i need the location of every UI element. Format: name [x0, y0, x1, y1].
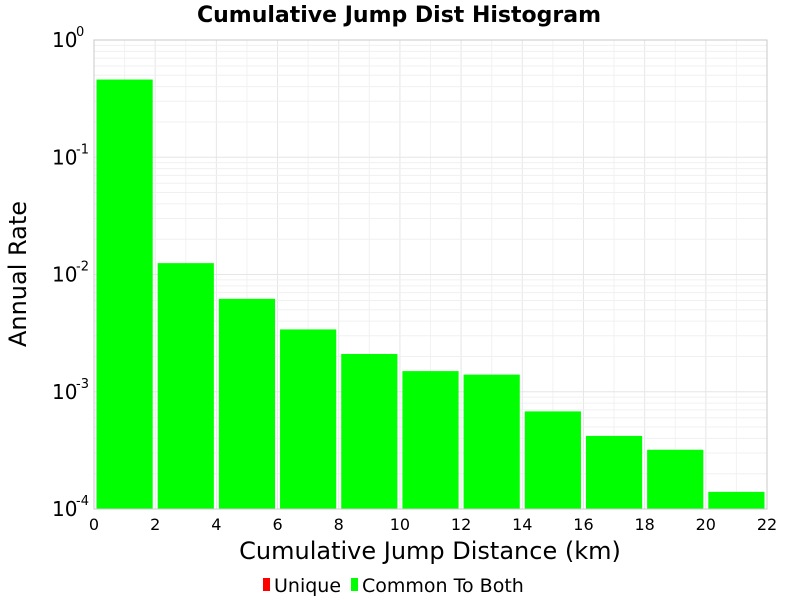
bar-0-2 [96, 79, 153, 510]
legend-swatch-unique [263, 578, 270, 591]
plot-border [93, 39, 768, 510]
x-tick-label: 2 [150, 515, 160, 534]
y-tick-label: 10-3 [52, 377, 89, 404]
x-tick-label: 4 [211, 515, 221, 534]
y-tick-exponent: 0 [76, 25, 84, 40]
y-tick-label: 100 [52, 25, 84, 52]
bars [96, 79, 765, 510]
x-tick-label: 22 [757, 515, 777, 534]
bar-4-6 [218, 298, 276, 509]
y-tick-label: 10-2 [52, 260, 89, 287]
x-tick-label: 16 [573, 515, 593, 534]
bar-8-10 [341, 353, 398, 509]
bar-16-18 [585, 435, 643, 509]
y-tick-base: 10 [52, 263, 77, 287]
y-tick-exponent: -4 [76, 494, 89, 509]
y-tick-exponent: -3 [76, 377, 89, 392]
bar-18-20 [647, 449, 704, 509]
legend-label-unique: Unique [274, 575, 341, 597]
x-tick-labels: 0 2 4 6 8 10 12 14 16 18 20 22 [89, 515, 777, 534]
x-axis-label: Cumulative Jump Distance (km) [239, 537, 621, 565]
x-tick-label: 14 [512, 515, 532, 534]
bar-2-4 [157, 263, 214, 509]
x-tick-label: 6 [272, 515, 282, 534]
bar-6-8 [280, 329, 337, 509]
x-tick-label: 20 [696, 515, 716, 534]
legend: Unique Common To Both [263, 575, 524, 597]
legend-swatch-common-to-both [351, 578, 358, 591]
x-tick-label: 18 [634, 515, 654, 534]
y-tick-label: 10-1 [52, 142, 89, 169]
x-tick-label: 0 [89, 515, 99, 534]
bar-12-14 [463, 374, 520, 509]
y-tick-base: 10 [52, 380, 77, 404]
x-tick-label: 10 [390, 515, 410, 534]
y-tick-label: 10-4 [52, 494, 89, 521]
y-tick-base: 10 [52, 497, 77, 521]
chart-title: Cumulative Jump Dist Histogram [197, 3, 601, 28]
legend-label-common-to-both: Common To Both [362, 575, 524, 597]
x-tick-label: 12 [451, 515, 471, 534]
y-tick-exponent: -1 [76, 142, 89, 157]
y-axis-label: Annual Rate [4, 201, 32, 347]
bar-10-12 [402, 371, 459, 509]
y-tick-exponent: -2 [76, 260, 89, 275]
x-tick-label: 8 [334, 515, 344, 534]
bar-20-22 [708, 491, 765, 509]
y-tick-base: 10 [52, 145, 77, 169]
grid [93, 40, 768, 510]
y-tick-base: 10 [52, 28, 77, 52]
bar-14-16 [524, 411, 581, 509]
